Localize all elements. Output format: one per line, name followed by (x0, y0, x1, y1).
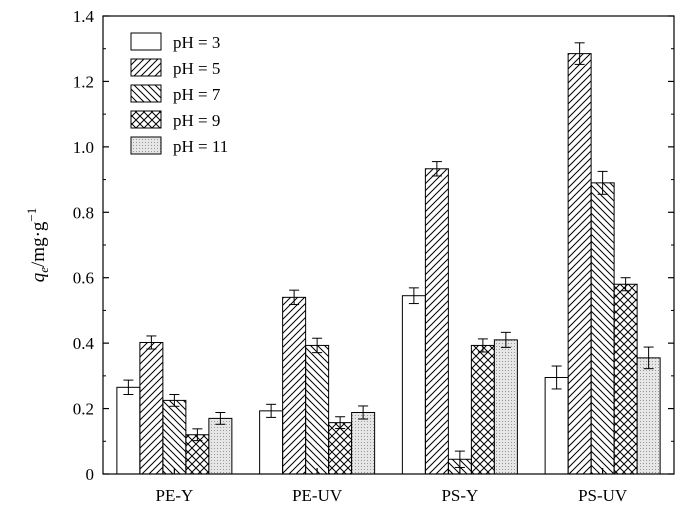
x-tick-label: PS-Y (441, 486, 478, 505)
legend-swatch-4 (130, 110, 162, 129)
x-tick-label: PS-UV (578, 486, 628, 505)
bar-pe-uv-series-5 (351, 411, 376, 475)
y-tick-label: 1.2 (73, 72, 94, 91)
y-axis-label: qe/mg·g−1 (24, 208, 51, 283)
bar-ps-uv-series-3 (590, 182, 615, 475)
bar-pe-uv-series-3 (305, 344, 330, 475)
bar-pe-y-series-2 (139, 341, 164, 475)
y-tick-label: 0.4 (73, 334, 95, 353)
y-axis-title: qe/mg·g−1 (24, 208, 51, 283)
bar-ps-uv-series-4 (613, 283, 638, 475)
bar-pe-y-series-5 (208, 417, 233, 475)
bar-ps-y-series-4 (470, 344, 495, 475)
legend-label-4: pH = 9 (173, 111, 220, 130)
bar-pe-uv-series-2 (282, 296, 307, 475)
bars-layer (116, 42, 661, 475)
y-tick-label: 0 (86, 465, 95, 484)
bar-pe-uv-series-4 (328, 422, 353, 475)
legend-label-5: pH = 11 (173, 137, 228, 156)
y-tick-label: 0.8 (73, 203, 94, 222)
legend-label-3: pH = 7 (173, 85, 221, 104)
x-tick-label: PE-Y (155, 486, 193, 505)
legend-swatch-3 (130, 84, 162, 103)
bar-ps-uv-series-5 (636, 357, 661, 475)
legend: pH = 3 pH = 5 pH = 7 pH = 9 pH = 11 (130, 32, 228, 156)
y-tick-label: 1.4 (73, 7, 95, 26)
axes-layer: 0 0.2 0.4 0.6 0.8 1.0 1.2 1.4 PE-Y PE-UV PS-Y PS-UV (73, 7, 675, 505)
bar-ps-uv-series-1 (544, 376, 569, 475)
bar-ps-uv-series-2 (567, 53, 592, 475)
bar-ps-y-series-1 (401, 295, 426, 475)
legend-swatch-2 (130, 58, 162, 77)
bar-pe-uv-series-1 (259, 410, 284, 475)
bar-ps-y-series-2 (424, 168, 449, 475)
y-tick-label: 0.2 (73, 400, 94, 419)
legend-swatch-1 (130, 32, 162, 51)
bar-pe-y-series-1 (116, 386, 141, 475)
legend-label-2: pH = 5 (173, 59, 220, 78)
legend-swatch-5 (130, 136, 162, 155)
bar-pe-y-series-3 (162, 399, 187, 475)
legend-label-1: pH = 3 (173, 33, 220, 52)
y-tick-label: 1.0 (73, 138, 94, 157)
y-tick-label: 0.6 (73, 269, 94, 288)
bar-ps-y-series-5 (493, 339, 518, 475)
x-tick-label: PE-UV (292, 486, 343, 505)
